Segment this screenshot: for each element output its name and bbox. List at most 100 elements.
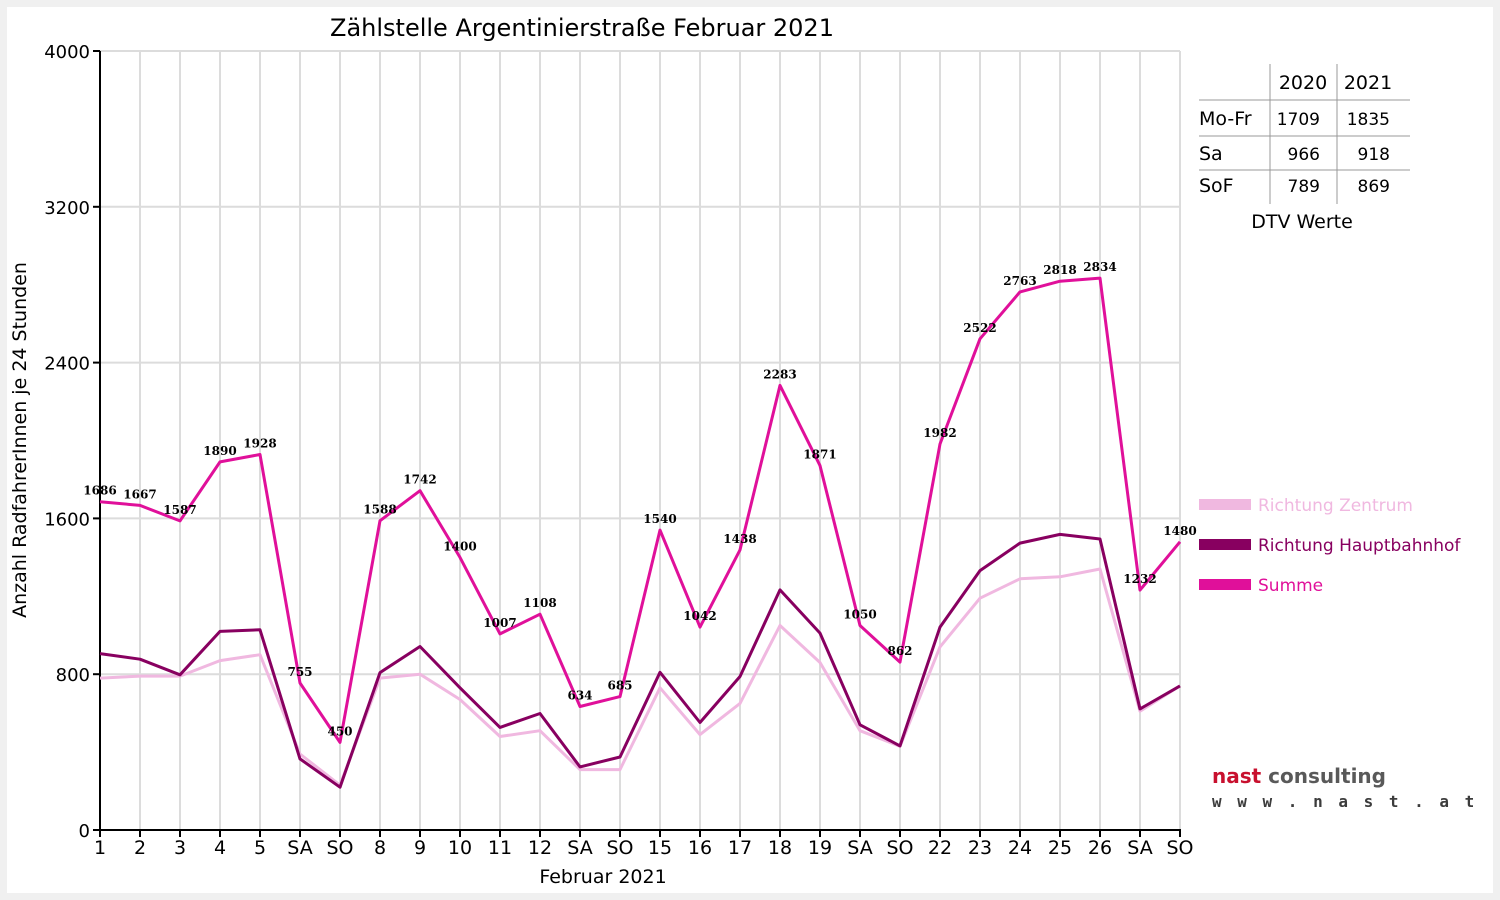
- x-tick-label-22: 23: [968, 837, 992, 859]
- x-tick-label-17: 18: [768, 837, 792, 859]
- dtv-mofr-2021: 1835: [1347, 110, 1390, 130]
- data-label-10: 1007: [483, 616, 516, 630]
- data-label-12: 634: [567, 689, 592, 703]
- data-label-4: 1928: [243, 437, 276, 451]
- legend-swatch-richtung-hauptbahnhof: [1199, 539, 1251, 550]
- series-line-richtung-hauptbahnhof: [99, 532, 1181, 789]
- x-tick-label-7: 8: [374, 837, 386, 859]
- x-tick-label-11: 12: [528, 837, 552, 859]
- x-tick-label-15: 16: [688, 837, 712, 859]
- dtv-sa-2020: 966: [1288, 145, 1320, 165]
- data-label-9: 1400: [443, 539, 476, 553]
- logo-brand-part1: nast: [1212, 764, 1262, 788]
- x-tick-label-10: 11: [488, 837, 512, 859]
- data-label-1: 1667: [123, 487, 156, 501]
- data-label-27: 1480: [1163, 524, 1196, 538]
- data-label-14: 1540: [643, 512, 676, 526]
- x-tick-label-21: 22: [928, 837, 952, 859]
- x-tick-label-27: SO: [1166, 837, 1193, 859]
- x-tick-label-1: 2: [134, 837, 146, 859]
- series-line-summe: [99, 276, 1182, 744]
- x-tick-label-23: 24: [1008, 837, 1032, 859]
- data-label-17: 2283: [763, 367, 796, 381]
- dtv-row-label-sa: Sa: [1199, 143, 1223, 165]
- dtv-sof-2020: 789: [1288, 177, 1320, 197]
- x-tick-label-20: SO: [886, 837, 913, 859]
- data-label-25: 2834: [1083, 260, 1116, 274]
- dtv-mofr-2020: 1709: [1277, 110, 1320, 130]
- data-label-22: 2522: [963, 321, 996, 335]
- data-label-8: 1742: [403, 473, 436, 487]
- x-tick-label-18: 19: [808, 837, 832, 859]
- y-tick-label-0: 0: [79, 821, 90, 842]
- dtv-row-label-mofr: Mo-Fr: [1199, 108, 1252, 130]
- legend-label-summe: Summe: [1258, 576, 1323, 596]
- axes: [93, 50, 1181, 837]
- data-label-5: 755: [287, 665, 312, 679]
- x-tick-label-2: 3: [174, 837, 186, 859]
- logo-url: w w w . n a s t . a t: [1212, 792, 1478, 811]
- x-tick-label-24: 25: [1048, 837, 1072, 859]
- chart-frame: [7, 7, 1493, 893]
- nast-consulting-logo: nast consulting w w w . n a s t . a t: [1200, 750, 1474, 825]
- x-tick-label-25: 26: [1088, 837, 1112, 859]
- data-label-13: 685: [607, 679, 632, 693]
- data-label-21: 1982: [923, 426, 956, 440]
- x-axis-ticks: 1 2 3 4 5 SA SO 8 9 10 11 12 SA SO 15 16 17 18 19 SA SO 22 23 2…: [94, 837, 1194, 859]
- series-layer: [99, 276, 1182, 789]
- y-tick-label-800: 800: [56, 665, 90, 686]
- x-axis-label: Februar 2021: [539, 866, 666, 888]
- legend: Richtung Zentrum Richtung Hauptbahnhof Sum…: [1199, 496, 1461, 596]
- dtv-row-label-sof: SoF: [1199, 175, 1234, 197]
- data-label-3: 1890: [203, 444, 236, 458]
- y-axis-ticks: 0 800 1600 2400 3200 4000: [44, 42, 90, 842]
- logo-brand-part2: consulting: [1268, 764, 1386, 788]
- data-label-18: 1871: [803, 448, 836, 462]
- x-tick-label-12: SA: [567, 837, 592, 859]
- data-label-16: 1438: [723, 532, 756, 546]
- x-tick-label-0: 1: [94, 837, 106, 859]
- logo-brand: nast consulting: [1212, 764, 1386, 788]
- y-tick-label-3200: 3200: [44, 198, 90, 219]
- data-label-26: 1232: [1123, 572, 1156, 586]
- series-line-richtung-zentrum: [99, 567, 1181, 787]
- x-tick-label-16: 17: [728, 837, 752, 859]
- x-tick-label-26: SA: [1127, 837, 1152, 859]
- data-label-7: 1588: [363, 503, 396, 517]
- data-label-23: 2763: [1003, 274, 1036, 288]
- x-tick-label-19: SA: [847, 837, 872, 859]
- x-tick-label-8: 9: [414, 837, 426, 859]
- legend-label-richtung-zentrum: Richtung Zentrum: [1258, 496, 1413, 516]
- legend-swatch-richtung-zentrum: [1199, 499, 1251, 510]
- data-label-0: 1686: [83, 484, 116, 498]
- dtv-caption: DTV Werte: [1251, 211, 1353, 233]
- x-tick-label-5: SA: [287, 837, 312, 859]
- legend-swatch-summe: [1199, 579, 1251, 590]
- dtv-sof-2021: 869: [1358, 177, 1390, 197]
- x-tick-label-9: 10: [448, 837, 472, 859]
- dtv-sa-2021: 918: [1358, 145, 1390, 165]
- dtv-col-2021: 2021: [1344, 72, 1392, 94]
- x-tick-label-4: 5: [254, 837, 266, 859]
- data-label-6: 450: [327, 724, 352, 738]
- x-tick-label-3: 4: [214, 837, 226, 859]
- x-tick-label-6: SO: [326, 837, 353, 859]
- legend-label-richtung-hauptbahnhof: Richtung Hauptbahnhof: [1258, 536, 1461, 556]
- data-label-24: 2818: [1043, 263, 1076, 277]
- data-label-15: 1042: [683, 609, 716, 623]
- y-tick-label-1600: 1600: [44, 509, 90, 530]
- grid: [100, 50, 1181, 830]
- data-label-11: 1108: [523, 596, 556, 610]
- x-tick-label-13: SO: [606, 837, 633, 859]
- chart-title: Zählstelle Argentinierstraße Februar 202…: [330, 14, 834, 42]
- data-label-19: 1050: [843, 608, 876, 622]
- x-tick-label-14: 15: [648, 837, 672, 859]
- data-label-20: 862: [887, 644, 912, 658]
- dtv-table: 2020 2021 Mo-Fr 1709 1835 Sa 966 918 SoF…: [1199, 64, 1410, 233]
- y-tick-label-4000: 4000: [44, 42, 90, 63]
- y-tick-label-2400: 2400: [44, 354, 90, 375]
- data-labels: 1686 1667 1587 1890 1928 755 450 1588 1742 1400 10…: [83, 260, 1196, 738]
- y-axis-label: Anzahl RadfahrerInnen je 24 Stunden: [9, 262, 31, 618]
- dtv-col-2020: 2020: [1279, 72, 1327, 94]
